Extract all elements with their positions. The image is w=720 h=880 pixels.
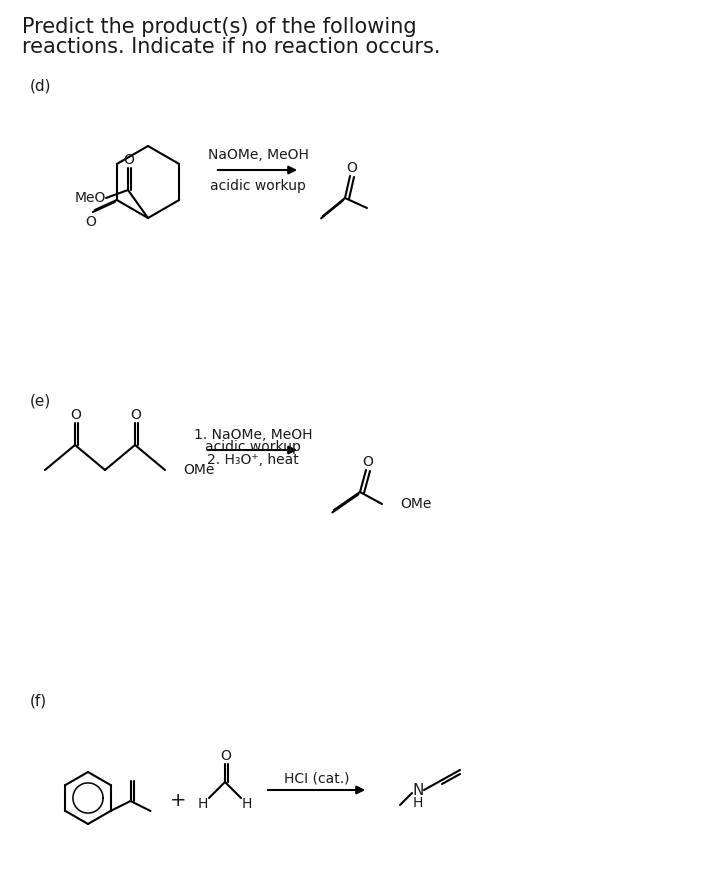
Text: N: N (413, 782, 423, 797)
Text: 2. H₃O⁺, heat: 2. H₃O⁺, heat (207, 453, 299, 467)
Text: H: H (242, 797, 252, 811)
Text: MeO: MeO (74, 191, 106, 205)
Text: (e): (e) (30, 393, 51, 408)
Text: OMe: OMe (183, 463, 215, 477)
Text: O: O (86, 215, 96, 229)
Text: reactions. Indicate if no reaction occurs.: reactions. Indicate if no reaction occur… (22, 37, 441, 57)
Text: H: H (413, 796, 423, 810)
Text: O: O (124, 153, 135, 167)
Text: acidic workup: acidic workup (205, 440, 301, 454)
Text: Predict the product(s) of the following: Predict the product(s) of the following (22, 17, 417, 37)
Text: O: O (71, 408, 81, 422)
Text: (d): (d) (30, 78, 52, 93)
Text: +: + (170, 790, 186, 810)
Text: OMe: OMe (400, 497, 431, 511)
Text: O: O (220, 749, 231, 763)
Text: 1. NaOMe, MeOH: 1. NaOMe, MeOH (194, 428, 312, 442)
Text: (f): (f) (30, 693, 47, 708)
Text: H: H (198, 797, 208, 811)
Text: O: O (346, 161, 357, 175)
Text: acidic workup: acidic workup (210, 179, 306, 193)
Text: NaOMe, MeOH: NaOMe, MeOH (207, 148, 308, 162)
Text: O: O (363, 455, 374, 469)
Text: HCI (cat.): HCI (cat.) (284, 771, 350, 785)
Text: O: O (130, 408, 141, 422)
